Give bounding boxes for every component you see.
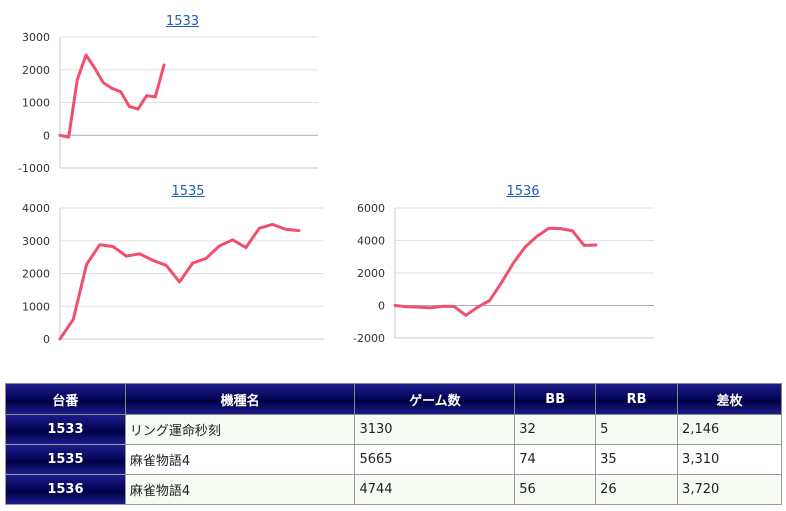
chart-title-1533[interactable]: 1533 (165, 14, 200, 29)
header-difference[interactable]: 差枚 (677, 383, 782, 415)
chart-1533: 1533 3000 2000 1000 0 -1000 (0, 10, 330, 175)
cell-rb: 26 (595, 474, 679, 505)
cell-bb: 74 (514, 444, 597, 475)
chart-1536: 1536 6000 4000 2000 0 -2000 (340, 180, 670, 350)
series-line (58, 53, 166, 139)
header-machine-name[interactable]: 機種名 (124, 383, 356, 415)
header-machine-number[interactable]: 台番 (5, 383, 126, 415)
table-row: 1536 麻雀物語4 4744 56 26 3,720 (5, 474, 782, 505)
chart-1535-plot: 4000 3000 2000 1000 0 (22, 202, 324, 346)
cell-machine-name: 麻雀物語4 (124, 444, 356, 475)
cell-game-count: 4744 (354, 474, 516, 505)
chart-title-1536[interactable]: 1536 (506, 184, 540, 199)
header-game-count[interactable]: ゲーム数 (354, 383, 516, 415)
chart-title-1535[interactable]: 1535 (171, 184, 205, 199)
cell-machine-number[interactable]: 1536 (5, 474, 126, 505)
y-tick-label: 4000 (357, 235, 385, 248)
cell-game-count: 5665 (354, 444, 516, 475)
cell-machine-number[interactable]: 1535 (5, 444, 126, 475)
cell-rb: 5 (595, 414, 679, 445)
cell-bb: 56 (514, 474, 597, 505)
header-rb[interactable]: RB (595, 383, 679, 415)
y-tick-label: 3000 (22, 31, 50, 44)
chart-1535: 1535 4000 3000 2000 1000 0 (0, 180, 330, 350)
cell-difference: 3,310 (677, 444, 782, 475)
cell-rb: 35 (595, 444, 679, 475)
chart-1536-plot: 6000 4000 2000 0 -2000 (353, 202, 654, 345)
y-tick-label: 2000 (22, 64, 50, 77)
y-tick-label: 1000 (22, 300, 50, 313)
cell-bb: 32 (514, 414, 597, 445)
y-tick-label: 6000 (357, 202, 385, 215)
cell-machine-name: リング運命秒刻 (124, 414, 356, 445)
series-line (58, 222, 301, 341)
machine-table: 台番 機種名 ゲーム数 BB RB 差枚 1533 リング運命秒刻 3130 3… (5, 383, 782, 505)
y-tick-label: 0 (43, 333, 50, 346)
table-row: 1533 リング運命秒刻 3130 32 5 2,146 (5, 414, 782, 445)
y-tick-label: 1000 (22, 97, 50, 110)
y-tick-label: -2000 (353, 332, 385, 345)
table-header-row: 台番 機種名 ゲーム数 BB RB 差枚 (5, 383, 782, 415)
y-tick-label: 2000 (357, 267, 385, 280)
y-tick-label: 4000 (22, 202, 50, 215)
chart-1533-plot: 3000 2000 1000 0 -1000 (18, 31, 318, 175)
table-row: 1535 麻雀物語4 5665 74 35 3,310 (5, 444, 782, 475)
y-tick-label: 2000 (22, 268, 50, 281)
y-tick-label: 0 (43, 129, 50, 142)
cell-difference: 2,146 (677, 414, 782, 445)
y-tick-label: 3000 (22, 235, 50, 248)
cell-difference: 3,720 (677, 474, 782, 505)
cell-machine-name: 麻雀物語4 (124, 474, 356, 505)
cell-machine-number[interactable]: 1533 (5, 414, 126, 445)
header-bb[interactable]: BB (514, 383, 597, 415)
y-tick-label: 0 (378, 300, 385, 313)
y-tick-label: -1000 (18, 162, 50, 175)
cell-game-count: 3130 (354, 414, 516, 445)
series-line (393, 226, 598, 317)
